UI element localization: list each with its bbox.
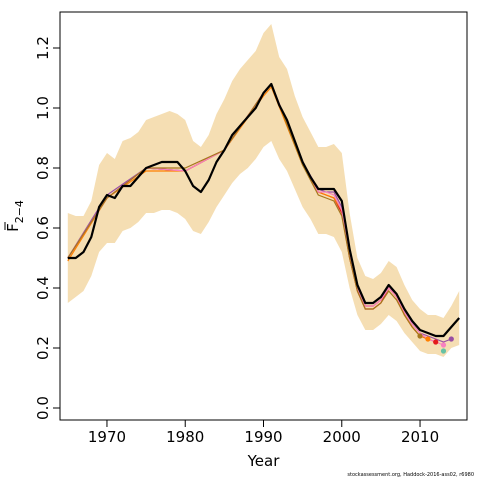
x-tick-label-1970: 1970: [88, 428, 126, 446]
end-point-5: [440, 342, 447, 348]
y-axis-title-main: F: [4, 223, 22, 232]
end-point-4: [440, 348, 447, 354]
svg-text:F2−4: F2−4: [4, 200, 26, 232]
retrospective-lines-layer: [67, 82, 452, 346]
x-tick-label-2000: 2000: [323, 428, 361, 446]
y-tick-label-2: 0.4: [34, 276, 52, 300]
y-tick-label-0: 0.0: [34, 396, 52, 420]
end-point-6: [448, 336, 454, 342]
y-tick-label-3: 0.6: [34, 216, 52, 240]
end-point-3: [433, 339, 439, 345]
y-tick-label-4: 0.8: [34, 156, 52, 180]
end-points-layer: [417, 333, 454, 354]
y-axis-title-subscript: 2−4: [13, 200, 26, 223]
x-tick-label-1990: 1990: [244, 428, 282, 446]
y-axis-title: F2−4: [4, 200, 26, 232]
footer-credit: stockassessment.org, Haddock-2016-ass02,…: [347, 472, 474, 478]
end-point-1: [417, 333, 423, 339]
x-tick-label-1980: 1980: [166, 428, 204, 446]
main-estimate-layer: [67, 82, 461, 338]
confidence-band-layer: [67, 24, 460, 357]
x-axis-title: Year: [247, 452, 281, 470]
y-tick-label-1: 0.2: [34, 336, 52, 360]
confidence-band: [67, 24, 460, 357]
y-tick-label-6: 1.2: [34, 36, 52, 60]
x-tick-label-2010: 2010: [401, 428, 439, 446]
end-point-2: [425, 336, 431, 342]
retro-line-5: [67, 82, 421, 337]
main-estimate-line: [67, 82, 461, 338]
y-tick-label-5: 1.0: [34, 96, 52, 120]
y-axis: 0.0 0.2 0.4 0.6 0.8 1.0 1.2: [34, 36, 61, 420]
x-axis: 1970 1980 1990 2000 2010: [88, 419, 439, 446]
